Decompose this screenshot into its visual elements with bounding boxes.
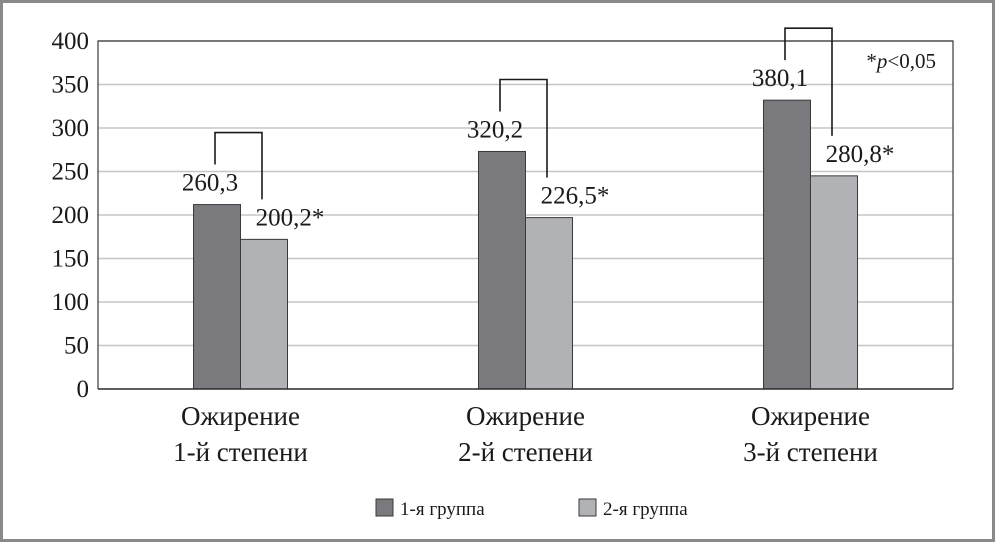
bar-series-2 — [810, 175, 858, 390]
bar-series-2 — [525, 217, 573, 390]
legend-label: 2-я группа — [603, 499, 688, 520]
data-label: 320,2 — [467, 116, 523, 143]
x-tick-label: 3-й степени — [743, 437, 878, 467]
bar-series-1 — [478, 150, 526, 390]
x-tick-label: Ожирение — [751, 401, 870, 431]
bar-series-1 — [193, 204, 241, 390]
y-tick-label: 50 — [64, 333, 89, 360]
legend-label: 1-я группа — [400, 499, 485, 520]
legend-swatch — [578, 498, 597, 517]
y-tick-label: 100 — [52, 289, 90, 316]
x-tick-label: Ожирение — [181, 401, 300, 431]
y-tick-label: 250 — [52, 159, 90, 186]
x-tick-label: 2-й степени — [458, 437, 593, 467]
plot-border — [97, 40, 954, 389]
y-tick-label: 150 — [52, 246, 90, 273]
significance-bracket — [214, 131, 263, 200]
y-tick-label: 350 — [52, 72, 90, 99]
y-tick-label: 200 — [52, 202, 90, 229]
legend-swatch — [375, 498, 394, 517]
bar-series-2 — [240, 238, 288, 390]
data-label: 226,5* — [541, 183, 610, 210]
bar-series-1 — [763, 99, 811, 390]
data-label: 380,1 — [752, 65, 808, 92]
bar-chart: 0 50 100 150 200 250 300 350 400 260,3 200,2* Ожире… — [52, 27, 954, 520]
significance-note: *p<0,05 — [866, 49, 936, 73]
data-label: 260,3 — [182, 170, 238, 197]
y-tick-label: 0 — [77, 376, 90, 403]
significance-bracket — [784, 27, 833, 136]
data-label: 200,2* — [256, 204, 325, 231]
data-label: 280,8* — [826, 141, 895, 168]
x-tick-label: Ожирение — [466, 401, 585, 431]
y-tick-label: 300 — [52, 115, 90, 142]
y-tick-label: 400 — [52, 28, 90, 55]
significance-bracket — [499, 78, 548, 178]
x-tick-label: 1-й степени — [173, 437, 308, 467]
